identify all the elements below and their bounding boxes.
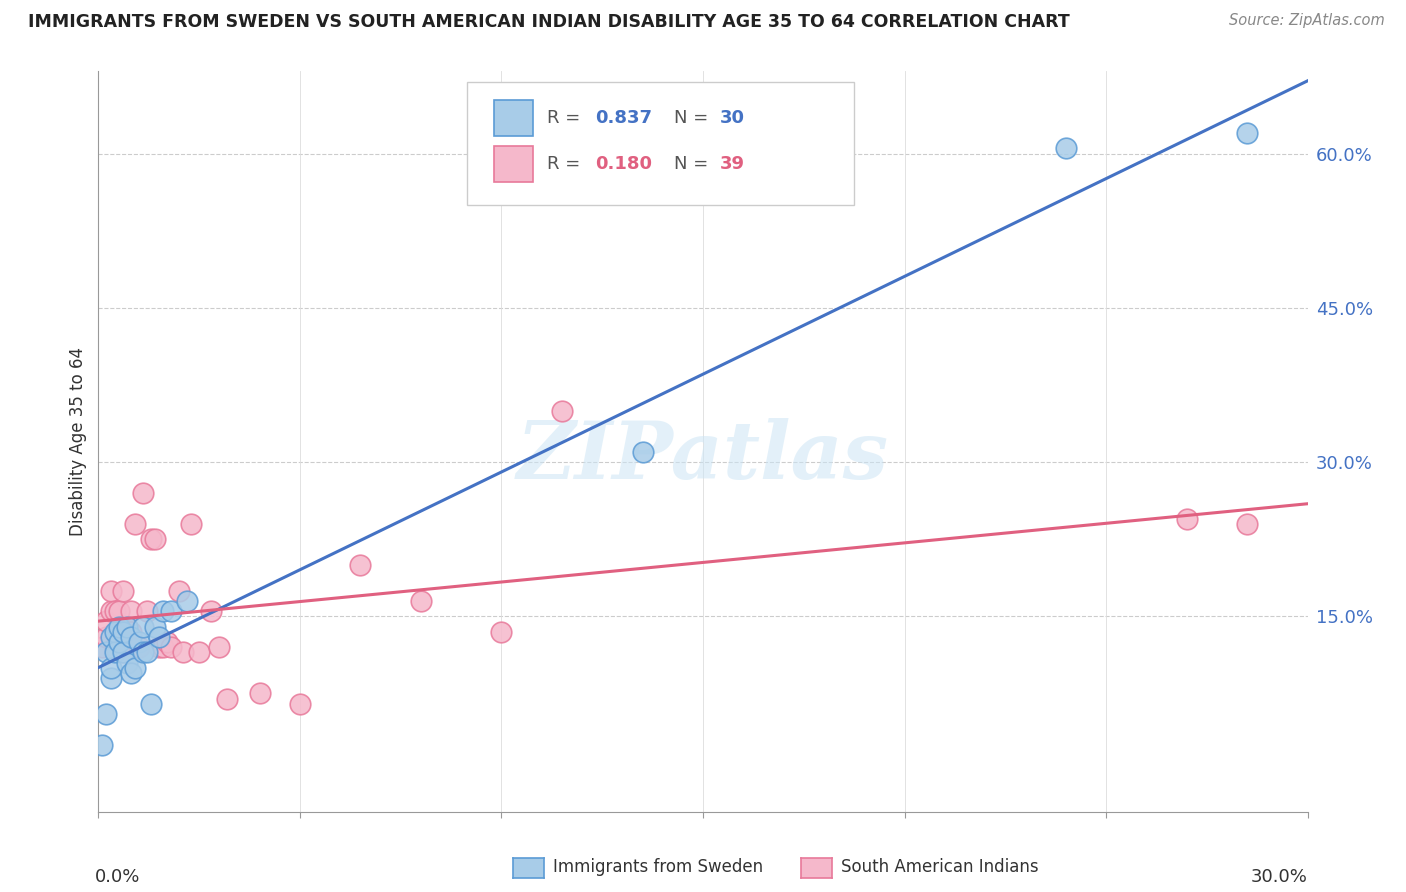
- Text: 30: 30: [720, 109, 745, 127]
- Point: [200, 604, 222, 618]
- Point: [111, 624, 134, 639]
- Point: [172, 645, 194, 659]
- Text: 0.837: 0.837: [595, 109, 652, 127]
- Point: [156, 635, 179, 649]
- Text: N =: N =: [673, 109, 714, 127]
- Text: 0.0%: 0.0%: [94, 868, 139, 887]
- Point: [111, 583, 134, 598]
- Point: [91, 738, 114, 752]
- Point: [188, 645, 211, 659]
- Bar: [494, 100, 533, 136]
- Point: [160, 640, 183, 655]
- Point: [96, 645, 118, 659]
- Point: [1236, 126, 1258, 140]
- Point: [135, 604, 157, 618]
- Point: [103, 640, 125, 655]
- Point: [288, 697, 311, 711]
- Point: [100, 630, 122, 644]
- Text: Immigrants from Sweden: Immigrants from Sweden: [553, 858, 762, 876]
- Point: [167, 583, 190, 598]
- Point: [551, 403, 574, 417]
- Point: [124, 516, 146, 531]
- Point: [148, 630, 170, 644]
- Point: [100, 661, 122, 675]
- Point: [152, 604, 174, 618]
- Point: [103, 645, 125, 659]
- Point: [128, 635, 150, 649]
- Bar: [494, 146, 533, 182]
- Point: [100, 583, 122, 598]
- Text: R =: R =: [547, 155, 586, 173]
- FancyBboxPatch shape: [467, 82, 855, 204]
- Point: [103, 624, 125, 639]
- Point: [96, 615, 118, 629]
- Text: Source: ZipAtlas.com: Source: ZipAtlas.com: [1229, 13, 1385, 29]
- Point: [120, 604, 142, 618]
- Point: [491, 624, 513, 639]
- Text: South American Indians: South American Indians: [841, 858, 1039, 876]
- Point: [139, 533, 162, 547]
- Point: [631, 445, 654, 459]
- Point: [249, 686, 271, 700]
- Point: [111, 645, 134, 659]
- Text: ZIPatlas: ZIPatlas: [517, 417, 889, 495]
- Point: [1175, 511, 1198, 525]
- Point: [111, 645, 134, 659]
- Point: [128, 640, 150, 655]
- Point: [1236, 516, 1258, 531]
- Point: [132, 619, 155, 633]
- Point: [132, 486, 155, 500]
- Point: [96, 630, 118, 644]
- Text: 0.180: 0.180: [595, 155, 652, 173]
- Point: [124, 661, 146, 675]
- Point: [107, 604, 129, 618]
- Point: [100, 671, 122, 685]
- Point: [96, 706, 118, 721]
- Point: [217, 691, 239, 706]
- Point: [1054, 141, 1077, 155]
- Point: [103, 604, 125, 618]
- Text: R =: R =: [547, 109, 586, 127]
- Y-axis label: Disability Age 35 to 64: Disability Age 35 to 64: [69, 347, 87, 536]
- Text: 30.0%: 30.0%: [1251, 868, 1308, 887]
- Point: [120, 630, 142, 644]
- Point: [143, 619, 166, 633]
- Point: [107, 619, 129, 633]
- Point: [115, 656, 138, 670]
- Text: N =: N =: [673, 155, 714, 173]
- Point: [120, 665, 142, 680]
- Point: [152, 640, 174, 655]
- Point: [160, 604, 183, 618]
- Point: [115, 619, 138, 633]
- Point: [107, 624, 129, 639]
- Point: [176, 594, 198, 608]
- Point: [107, 635, 129, 649]
- Point: [208, 640, 231, 655]
- Point: [143, 533, 166, 547]
- Point: [135, 645, 157, 659]
- Point: [132, 645, 155, 659]
- Point: [148, 640, 170, 655]
- Point: [180, 516, 202, 531]
- Text: 39: 39: [720, 155, 745, 173]
- Point: [120, 624, 142, 639]
- Point: [115, 619, 138, 633]
- Point: [409, 594, 432, 608]
- Point: [349, 558, 371, 572]
- Point: [100, 604, 122, 618]
- Point: [91, 640, 114, 655]
- Text: IMMIGRANTS FROM SWEDEN VS SOUTH AMERICAN INDIAN DISABILITY AGE 35 TO 64 CORRELAT: IMMIGRANTS FROM SWEDEN VS SOUTH AMERICAN…: [28, 13, 1070, 31]
- Point: [139, 697, 162, 711]
